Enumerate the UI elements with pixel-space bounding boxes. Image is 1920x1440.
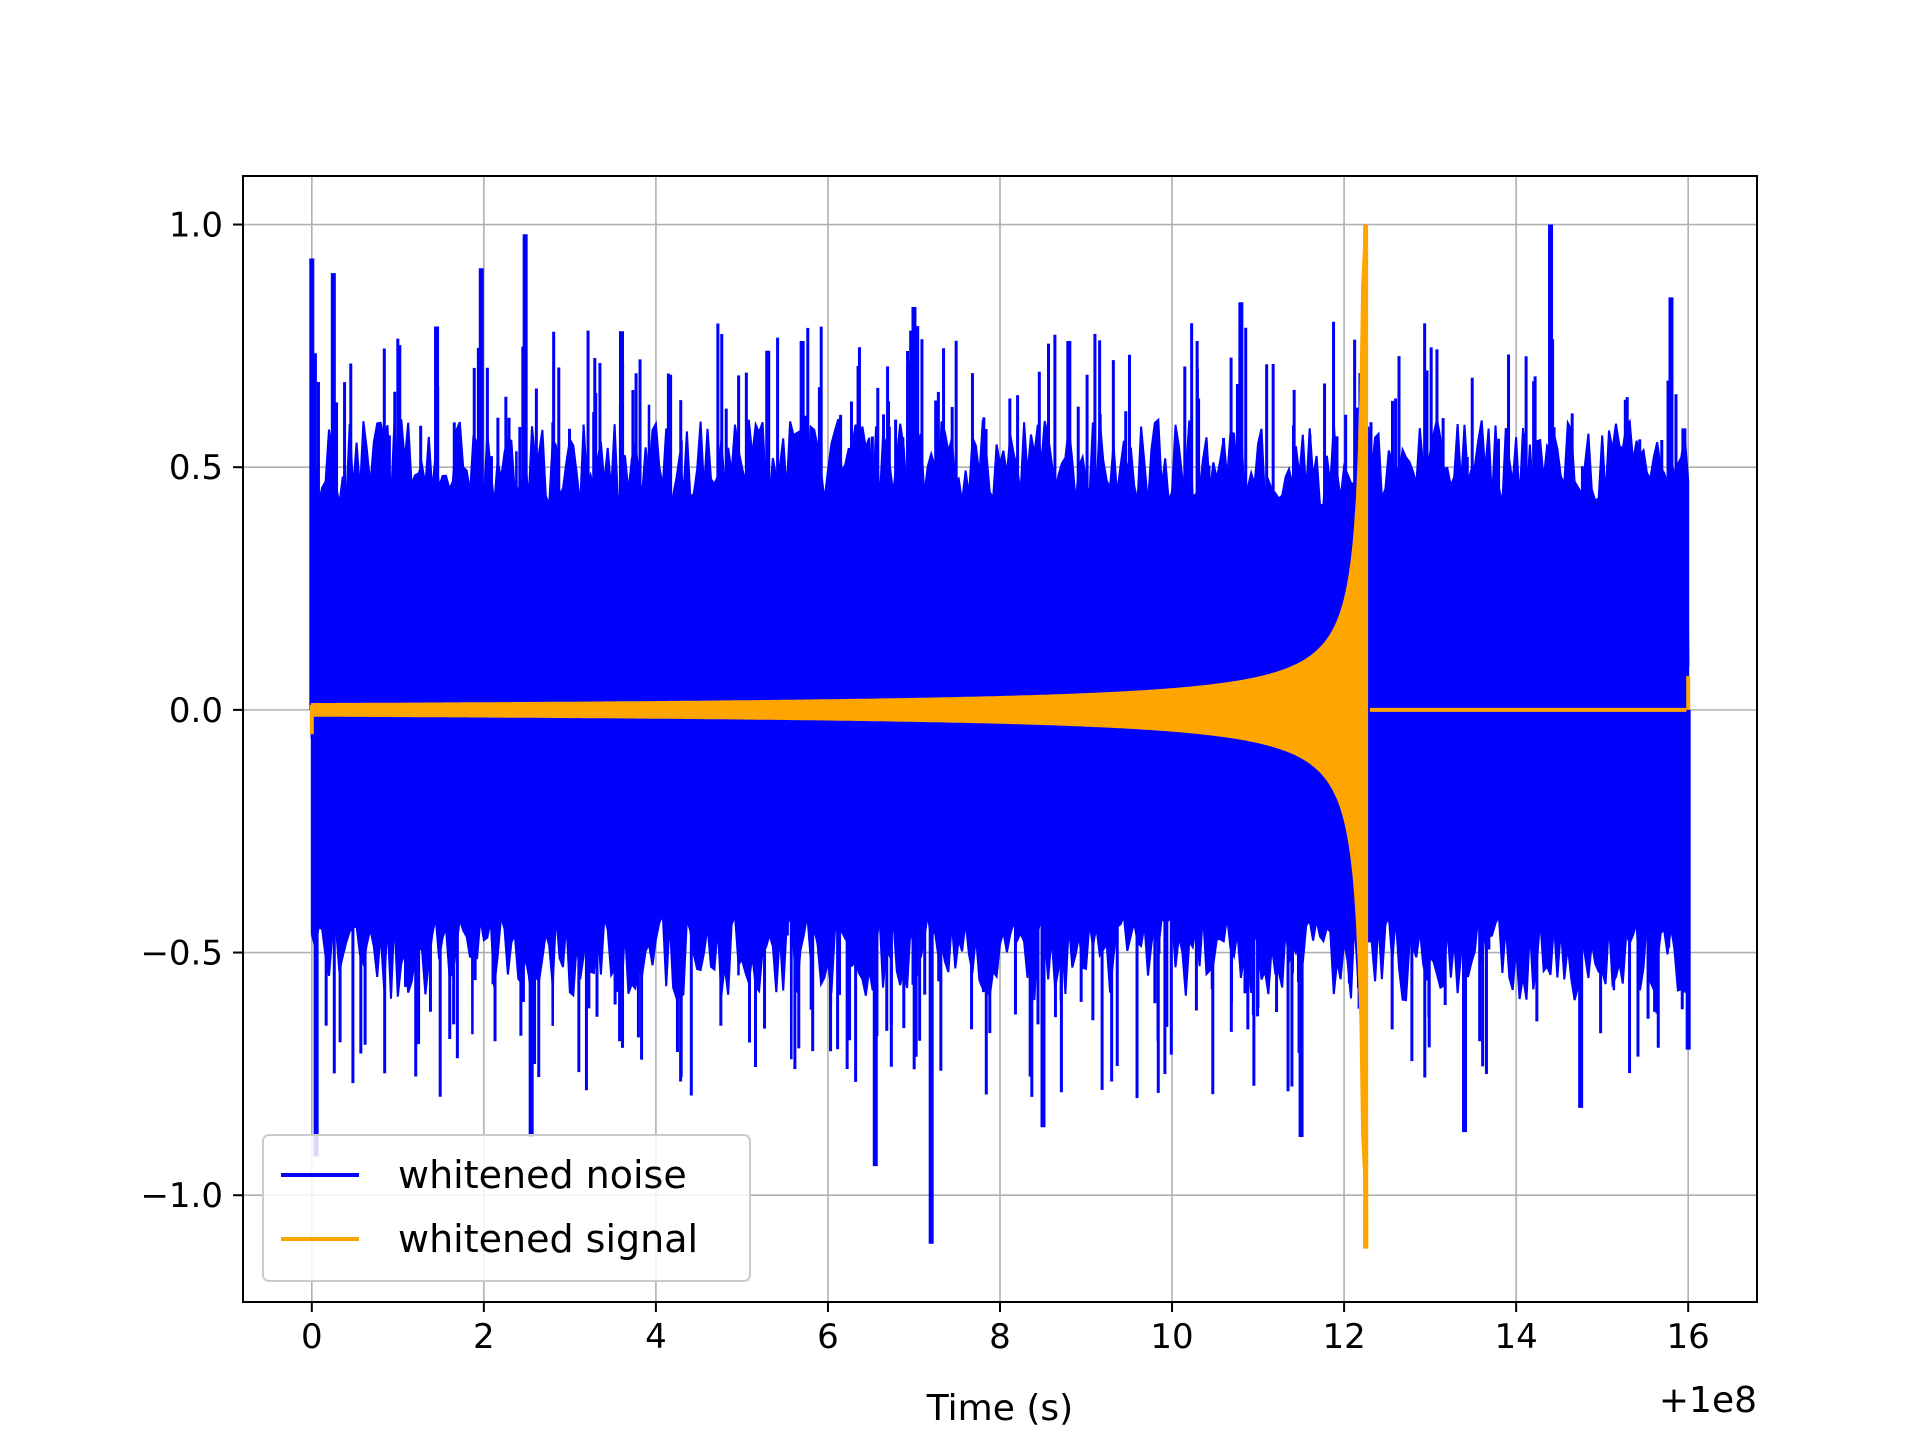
y-tick-label: 0.0 (169, 691, 223, 731)
x-axis-offset-label: +1e8 (1659, 1380, 1757, 1421)
legend-label: whitened signal (398, 1217, 698, 1261)
x-axis-label: Time (s) (926, 1388, 1073, 1429)
x-axis: 0 2 4 6 8 10 12 14 16 (301, 1302, 1710, 1357)
legend: whitened noise whitened signal (262, 1134, 751, 1282)
x-tick-label: 6 (817, 1317, 839, 1357)
plot-area (309, 224, 1691, 1249)
y-tick-label: 0.5 (169, 448, 223, 488)
legend-label: whitened noise (398, 1153, 687, 1197)
x-tick-label: 8 (989, 1317, 1011, 1357)
y-tick-label: −1.0 (140, 1176, 223, 1216)
x-tick-label: 10 (1150, 1317, 1193, 1357)
x-tick-label: 14 (1495, 1317, 1538, 1357)
x-tick-label: 4 (645, 1317, 667, 1357)
y-tick-label: 1.0 (169, 206, 223, 246)
y-tick-label: −0.5 (140, 934, 223, 974)
x-tick-label: 16 (1667, 1317, 1710, 1357)
y-axis: −1.0 −0.5 0.0 0.5 1.0 (140, 206, 243, 1216)
x-tick-label: 12 (1322, 1317, 1365, 1357)
x-tick-label: 2 (473, 1317, 495, 1357)
legend-box (262, 1134, 751, 1282)
x-tick-label: 0 (301, 1317, 323, 1357)
